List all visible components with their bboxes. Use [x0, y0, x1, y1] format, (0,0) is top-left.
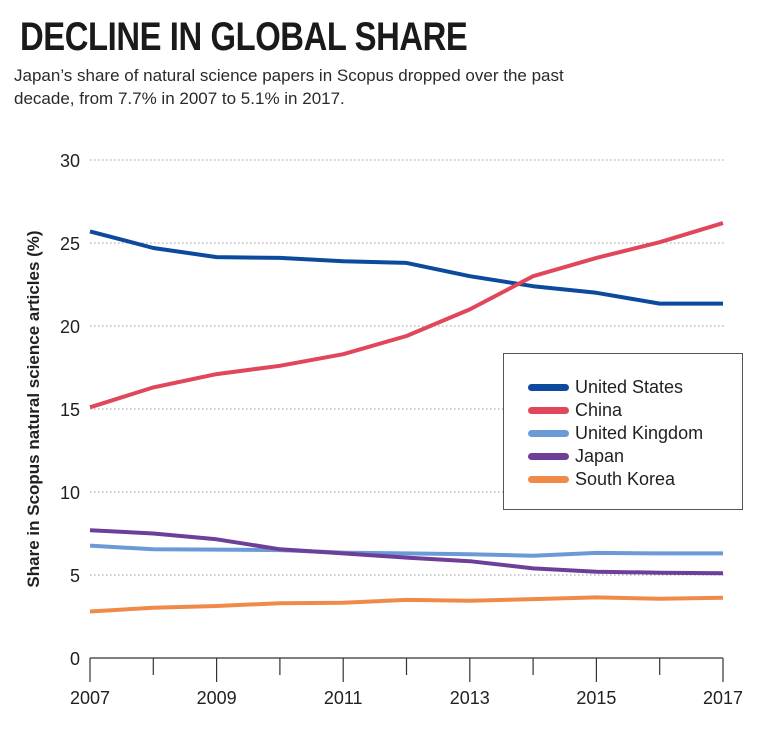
- x-tick-labels: 2007 2009 2011 2013 2015 2017: [70, 688, 743, 708]
- x-tick-label: 2007: [70, 688, 110, 708]
- legend-swatch-united-states: [528, 384, 569, 391]
- subtitle-line-1: Japan’s share of natural science papers …: [14, 66, 564, 85]
- x-tick-label: 2009: [197, 688, 237, 708]
- y-tick-label: 10: [60, 483, 80, 503]
- legend-item: Japan: [528, 445, 624, 468]
- y-tick-label: 20: [60, 317, 80, 337]
- series-line-south-korea: [89, 595, 724, 614]
- y-tick-label: 0: [70, 649, 80, 669]
- gridlines: [90, 159, 724, 576]
- series-line-japan: [89, 528, 724, 576]
- series-line-united-kingdom: [89, 543, 723, 558]
- y-tick-label: 15: [60, 400, 80, 420]
- y-tick-label: 5: [70, 566, 80, 586]
- x-tick-label: 2017: [703, 688, 743, 708]
- legend-item: United Kingdom: [528, 422, 703, 445]
- y-tick-labels: 0 5 10 15 20 25 30: [60, 151, 80, 669]
- x-tick-label: 2015: [576, 688, 616, 708]
- y-axis-title: Share in Scopus natural science articles…: [24, 230, 43, 587]
- legend-swatch-china: [528, 407, 569, 414]
- legend-label: United Kingdom: [575, 423, 704, 443]
- x-tick-label: 2011: [324, 688, 363, 708]
- legend: United States China United Kingdom Japan…: [503, 353, 743, 510]
- y-tick-label: 30: [60, 151, 80, 171]
- legend-item: China: [528, 399, 622, 422]
- legend-label: South Korea: [575, 469, 676, 489]
- x-axis: [89, 657, 724, 682]
- legend-swatch-united-kingdom: [528, 430, 569, 437]
- legend-item: United States: [528, 376, 683, 399]
- legend-label: United States: [575, 377, 684, 397]
- legend-item: South Korea: [528, 468, 675, 491]
- legend-label: Japan: [575, 446, 625, 466]
- legend-swatch-south-korea: [528, 476, 569, 483]
- series-lines: [89, 221, 724, 614]
- x-tick-label: 2013: [450, 688, 490, 708]
- legend-label: China: [575, 400, 623, 420]
- y-tick-label: 25: [60, 234, 80, 254]
- chart-subtitle: Japan’s share of natural science papers …: [14, 64, 754, 110]
- chart-title: DECLINE IN GLOBAL SHARE: [20, 15, 468, 59]
- legend-swatch-japan: [528, 453, 569, 460]
- subtitle-line-2: decade, from 7.7% in 2007 to 5.1% in 201…: [14, 89, 345, 108]
- series-line-china: [89, 221, 724, 410]
- series-line-united-states: [89, 229, 723, 306]
